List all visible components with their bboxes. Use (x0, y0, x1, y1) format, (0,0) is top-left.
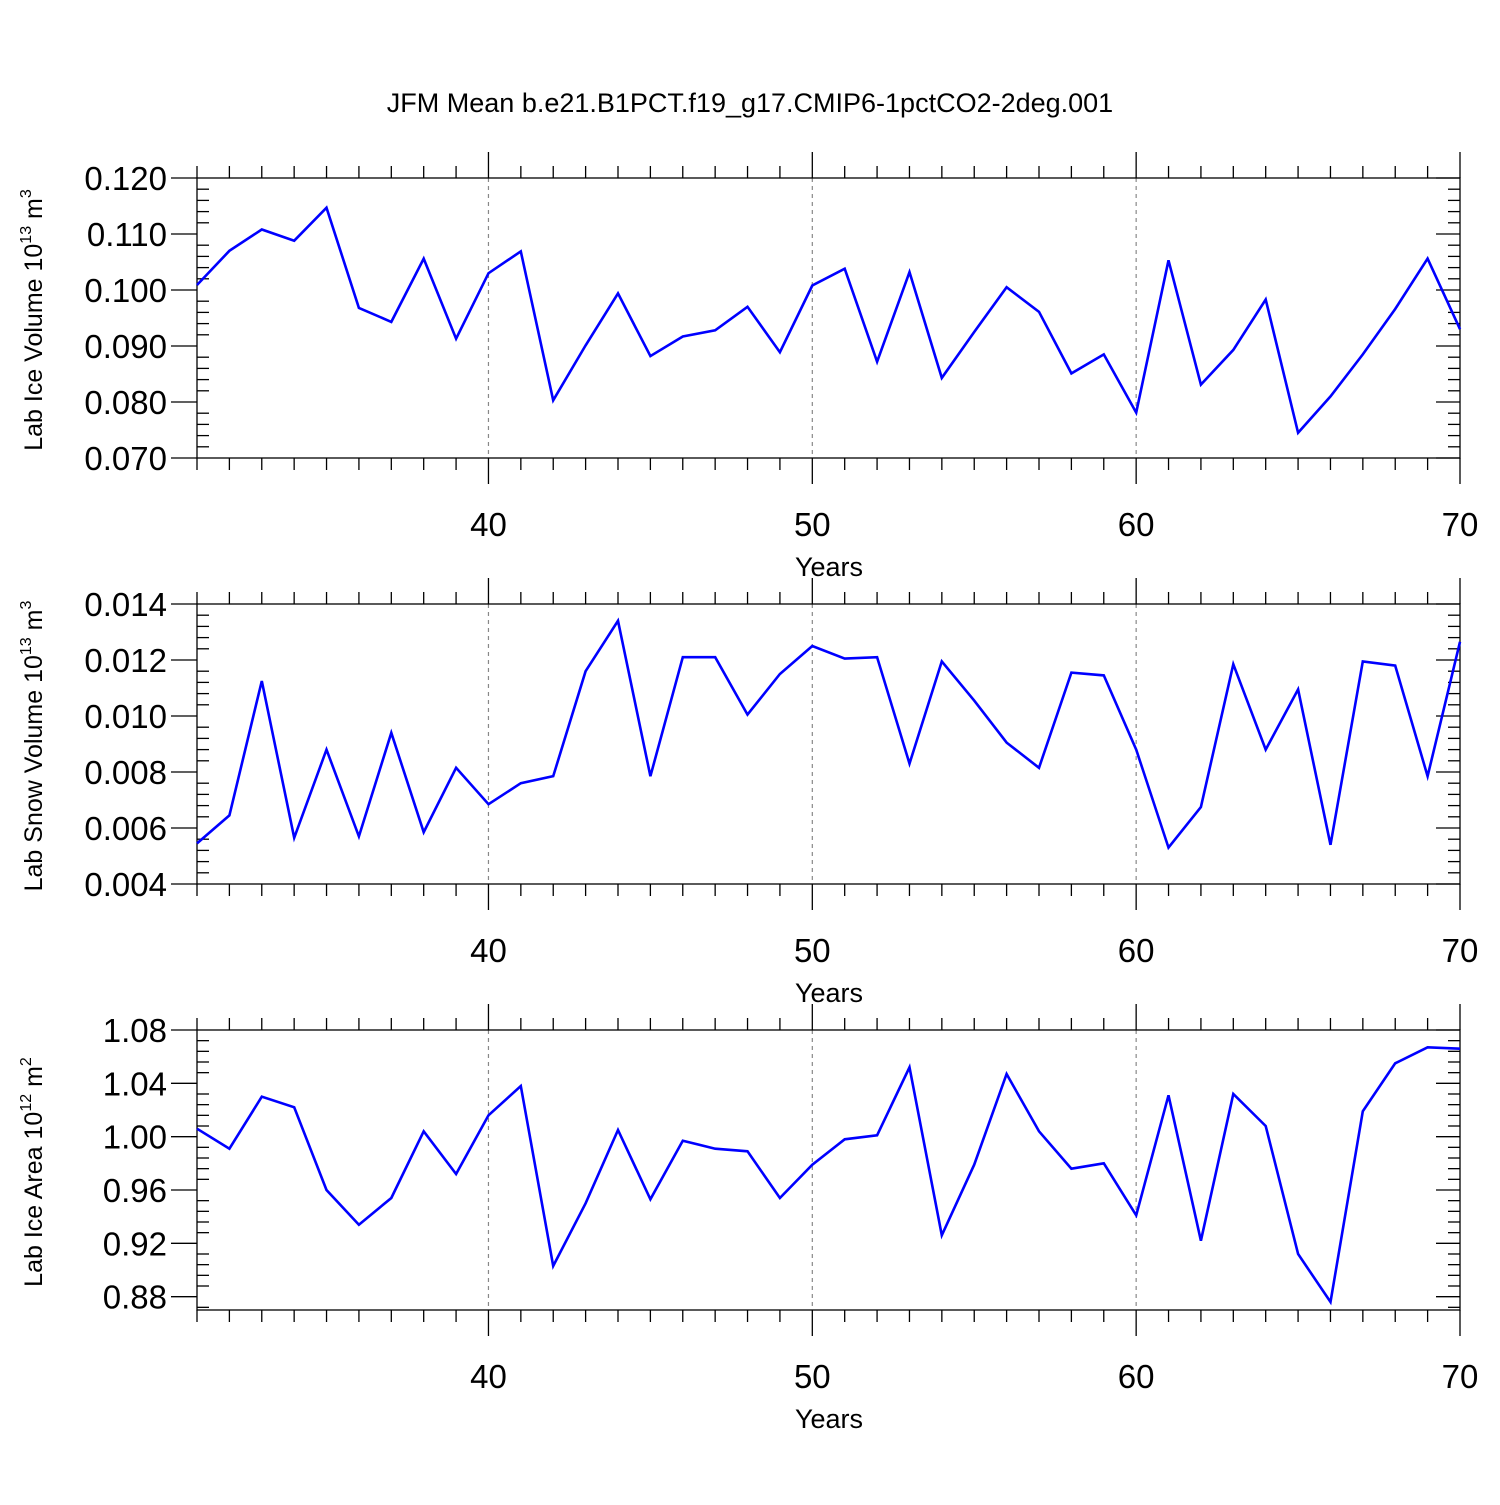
series-line (196, 205, 1462, 436)
y-tick-label: 1.04 (103, 1065, 167, 1102)
x-tick-label: 50 (794, 1358, 831, 1395)
y-tick-label: 1.08 (103, 1012, 167, 1049)
y-tick-label: 0.004 (84, 866, 167, 903)
x-tick-label: 70 (1442, 932, 1479, 969)
y-tick-label: 1.00 (103, 1119, 167, 1156)
y-tick-label: 0.96 (103, 1172, 167, 1209)
x-tick-label: 50 (794, 932, 831, 969)
series-line (196, 617, 1462, 851)
x-tick-label: 60 (1118, 932, 1155, 969)
x-tick-label: 70 (1442, 506, 1479, 543)
y-tick-label: 0.090 (84, 328, 167, 365)
x-tick-label: 60 (1118, 506, 1155, 543)
y-tick-label: 0.92 (103, 1225, 167, 1262)
y-tick-label: 0.012 (84, 642, 167, 679)
y-tick-label: 0.070 (84, 440, 167, 477)
x-tick-label: 60 (1118, 1358, 1155, 1395)
series-line (196, 1045, 1461, 1306)
y-tick-label: 0.100 (84, 272, 167, 309)
y-axis-label: Lab Snow Volume 1013 m3 (18, 601, 48, 892)
y-tick-label: 0.120 (84, 160, 167, 197)
y-tick-label: 0.006 (84, 810, 167, 847)
x-tick-label: 50 (794, 506, 831, 543)
x-tick-label: 40 (470, 932, 507, 969)
x-axis-label: Years (795, 978, 863, 1008)
plot-frame (196, 1029, 1461, 1311)
y-axis-label: Lab Ice Area 1012 m2 (18, 1057, 48, 1287)
x-axis-label: Years (795, 1404, 863, 1434)
x-tick-label: 40 (470, 1358, 507, 1395)
y-tick-label: 0.010 (84, 698, 167, 735)
panel-1: 40 50 60 70 0.070 0.080 0.090 0.100 0.110 0.120 Ye… (18, 152, 1478, 582)
plot-frame (196, 177, 1461, 459)
x-axis-label: Years (795, 552, 863, 582)
chart-title: JFM Mean b.e21.B1PCT.f19_g17.CMIP6-1pctC… (387, 88, 1113, 118)
y-tick-label: 0.080 (84, 384, 167, 421)
x-tick-label: 70 (1442, 1358, 1479, 1395)
x-tick-label: 40 (470, 506, 507, 543)
y-tick-label: 0.008 (84, 754, 167, 791)
y-tick-label: 0.88 (103, 1279, 167, 1316)
panel-3: 40 50 60 70 0.88 0.92 0.96 1.00 1.04 1.08 Years Lab… (18, 1004, 1478, 1434)
y-tick-label: 0.110 (87, 216, 167, 253)
y-tick-label: 0.014 (84, 586, 167, 623)
panel-2: 40 50 60 70 0.004 0.006 0.008 0.010 0.012 0.014 Ye… (18, 578, 1478, 1008)
y-axis-label: Lab Ice Volume 1013 m3 (18, 189, 48, 451)
plot-frame (196, 603, 1461, 885)
